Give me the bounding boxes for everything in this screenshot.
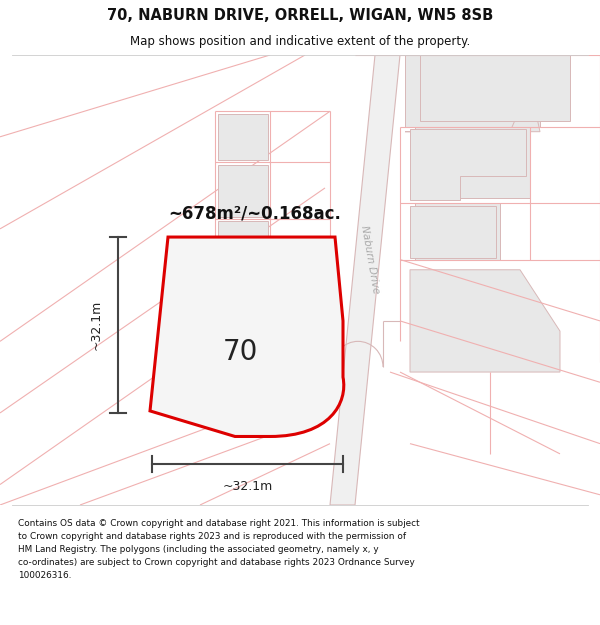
Polygon shape [410, 270, 560, 372]
Text: ~678m²/~0.168ac.: ~678m²/~0.168ac. [169, 204, 341, 222]
Text: ~32.1m: ~32.1m [223, 480, 272, 493]
Polygon shape [415, 203, 500, 259]
PathPatch shape [150, 237, 344, 436]
Polygon shape [405, 55, 540, 127]
Text: 70: 70 [223, 338, 257, 366]
Polygon shape [405, 86, 540, 132]
Polygon shape [410, 129, 526, 200]
Polygon shape [218, 166, 268, 217]
Polygon shape [218, 221, 268, 268]
Text: Naburn Drive: Naburn Drive [359, 224, 381, 294]
Text: Map shows position and indicative extent of the property.: Map shows position and indicative extent… [130, 35, 470, 48]
Text: 70, NABURN DRIVE, ORRELL, WIGAN, WN5 8SB: 70, NABURN DRIVE, ORRELL, WIGAN, WN5 8SB [107, 8, 493, 23]
Text: Contains OS data © Crown copyright and database right 2021. This information is : Contains OS data © Crown copyright and d… [18, 519, 419, 580]
Text: ~32.1m: ~32.1m [89, 300, 103, 350]
Polygon shape [330, 55, 400, 505]
Polygon shape [415, 127, 530, 198]
Polygon shape [218, 114, 268, 161]
Polygon shape [420, 55, 570, 121]
Polygon shape [410, 206, 496, 258]
